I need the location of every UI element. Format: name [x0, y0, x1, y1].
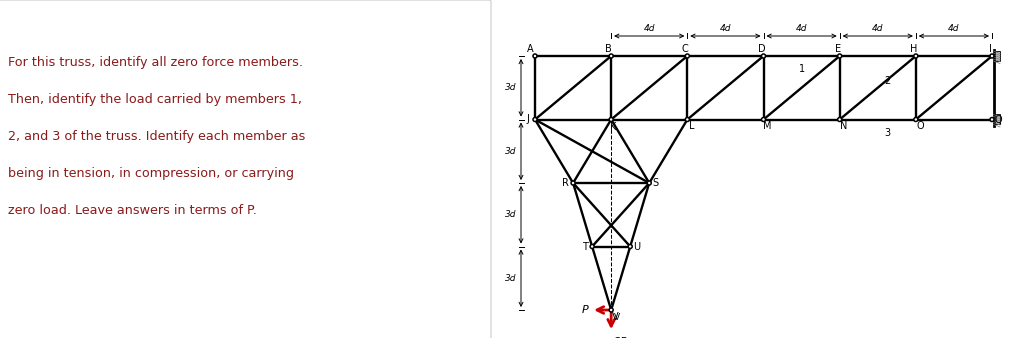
Text: O: O	[916, 121, 924, 131]
FancyBboxPatch shape	[0, 0, 491, 338]
Text: M: M	[764, 121, 772, 131]
Text: 4d: 4d	[795, 24, 808, 33]
Circle shape	[990, 54, 994, 58]
Circle shape	[837, 118, 842, 121]
Text: E: E	[834, 44, 840, 54]
Circle shape	[647, 181, 651, 185]
Text: K: K	[610, 122, 616, 132]
Circle shape	[571, 181, 575, 185]
Circle shape	[914, 54, 917, 58]
Text: H: H	[910, 44, 917, 54]
Text: 3d: 3d	[504, 274, 516, 283]
Circle shape	[686, 118, 690, 121]
Text: T: T	[582, 241, 588, 251]
Text: S: S	[652, 178, 658, 188]
Text: J: J	[527, 115, 530, 124]
Bar	[993, 115, 1000, 124]
Text: R: R	[562, 178, 569, 188]
Text: I: I	[988, 44, 991, 54]
Text: 3d: 3d	[504, 210, 516, 219]
Text: B: B	[605, 44, 612, 54]
Text: 4d: 4d	[872, 24, 884, 33]
Text: U: U	[632, 241, 640, 251]
Text: Q: Q	[994, 115, 1001, 124]
Circle shape	[533, 54, 537, 58]
Text: 4d: 4d	[644, 24, 655, 33]
Text: V: V	[614, 313, 620, 322]
Circle shape	[628, 244, 632, 248]
Circle shape	[590, 244, 594, 248]
Text: P: P	[582, 305, 588, 315]
Text: zero load. Leave answers in terms of P.: zero load. Leave answers in terms of P.	[8, 204, 257, 217]
Text: 1: 1	[798, 64, 805, 74]
Circle shape	[990, 118, 994, 121]
Text: 3d: 3d	[504, 83, 516, 92]
Circle shape	[609, 118, 613, 121]
Text: C: C	[682, 44, 689, 54]
Text: 3: 3	[885, 127, 891, 138]
Text: 3d: 3d	[504, 147, 516, 156]
Circle shape	[533, 118, 537, 121]
Text: L: L	[689, 121, 694, 131]
Text: 2P: 2P	[614, 337, 628, 338]
Text: A: A	[527, 44, 533, 54]
Circle shape	[609, 54, 613, 58]
Circle shape	[762, 118, 766, 121]
Circle shape	[686, 54, 690, 58]
Circle shape	[837, 54, 842, 58]
Circle shape	[762, 54, 766, 58]
Text: being in tension, in compression, or carrying: being in tension, in compression, or car…	[8, 167, 294, 180]
Circle shape	[914, 118, 917, 121]
Bar	[993, 51, 1000, 61]
Text: Then, identify the load carried by members 1,: Then, identify the load carried by membe…	[8, 93, 302, 106]
Text: 2, and 3 of the truss. Identify each member as: 2, and 3 of the truss. Identify each mem…	[8, 130, 305, 143]
Text: V: V	[612, 312, 618, 322]
Text: 2: 2	[885, 76, 891, 87]
Text: For this truss, identify all zero force members.: For this truss, identify all zero force …	[8, 56, 303, 69]
Text: D: D	[757, 44, 766, 54]
Text: 4d: 4d	[948, 24, 959, 33]
Text: 4d: 4d	[720, 24, 731, 33]
Text: N: N	[839, 121, 848, 131]
Circle shape	[609, 308, 613, 312]
